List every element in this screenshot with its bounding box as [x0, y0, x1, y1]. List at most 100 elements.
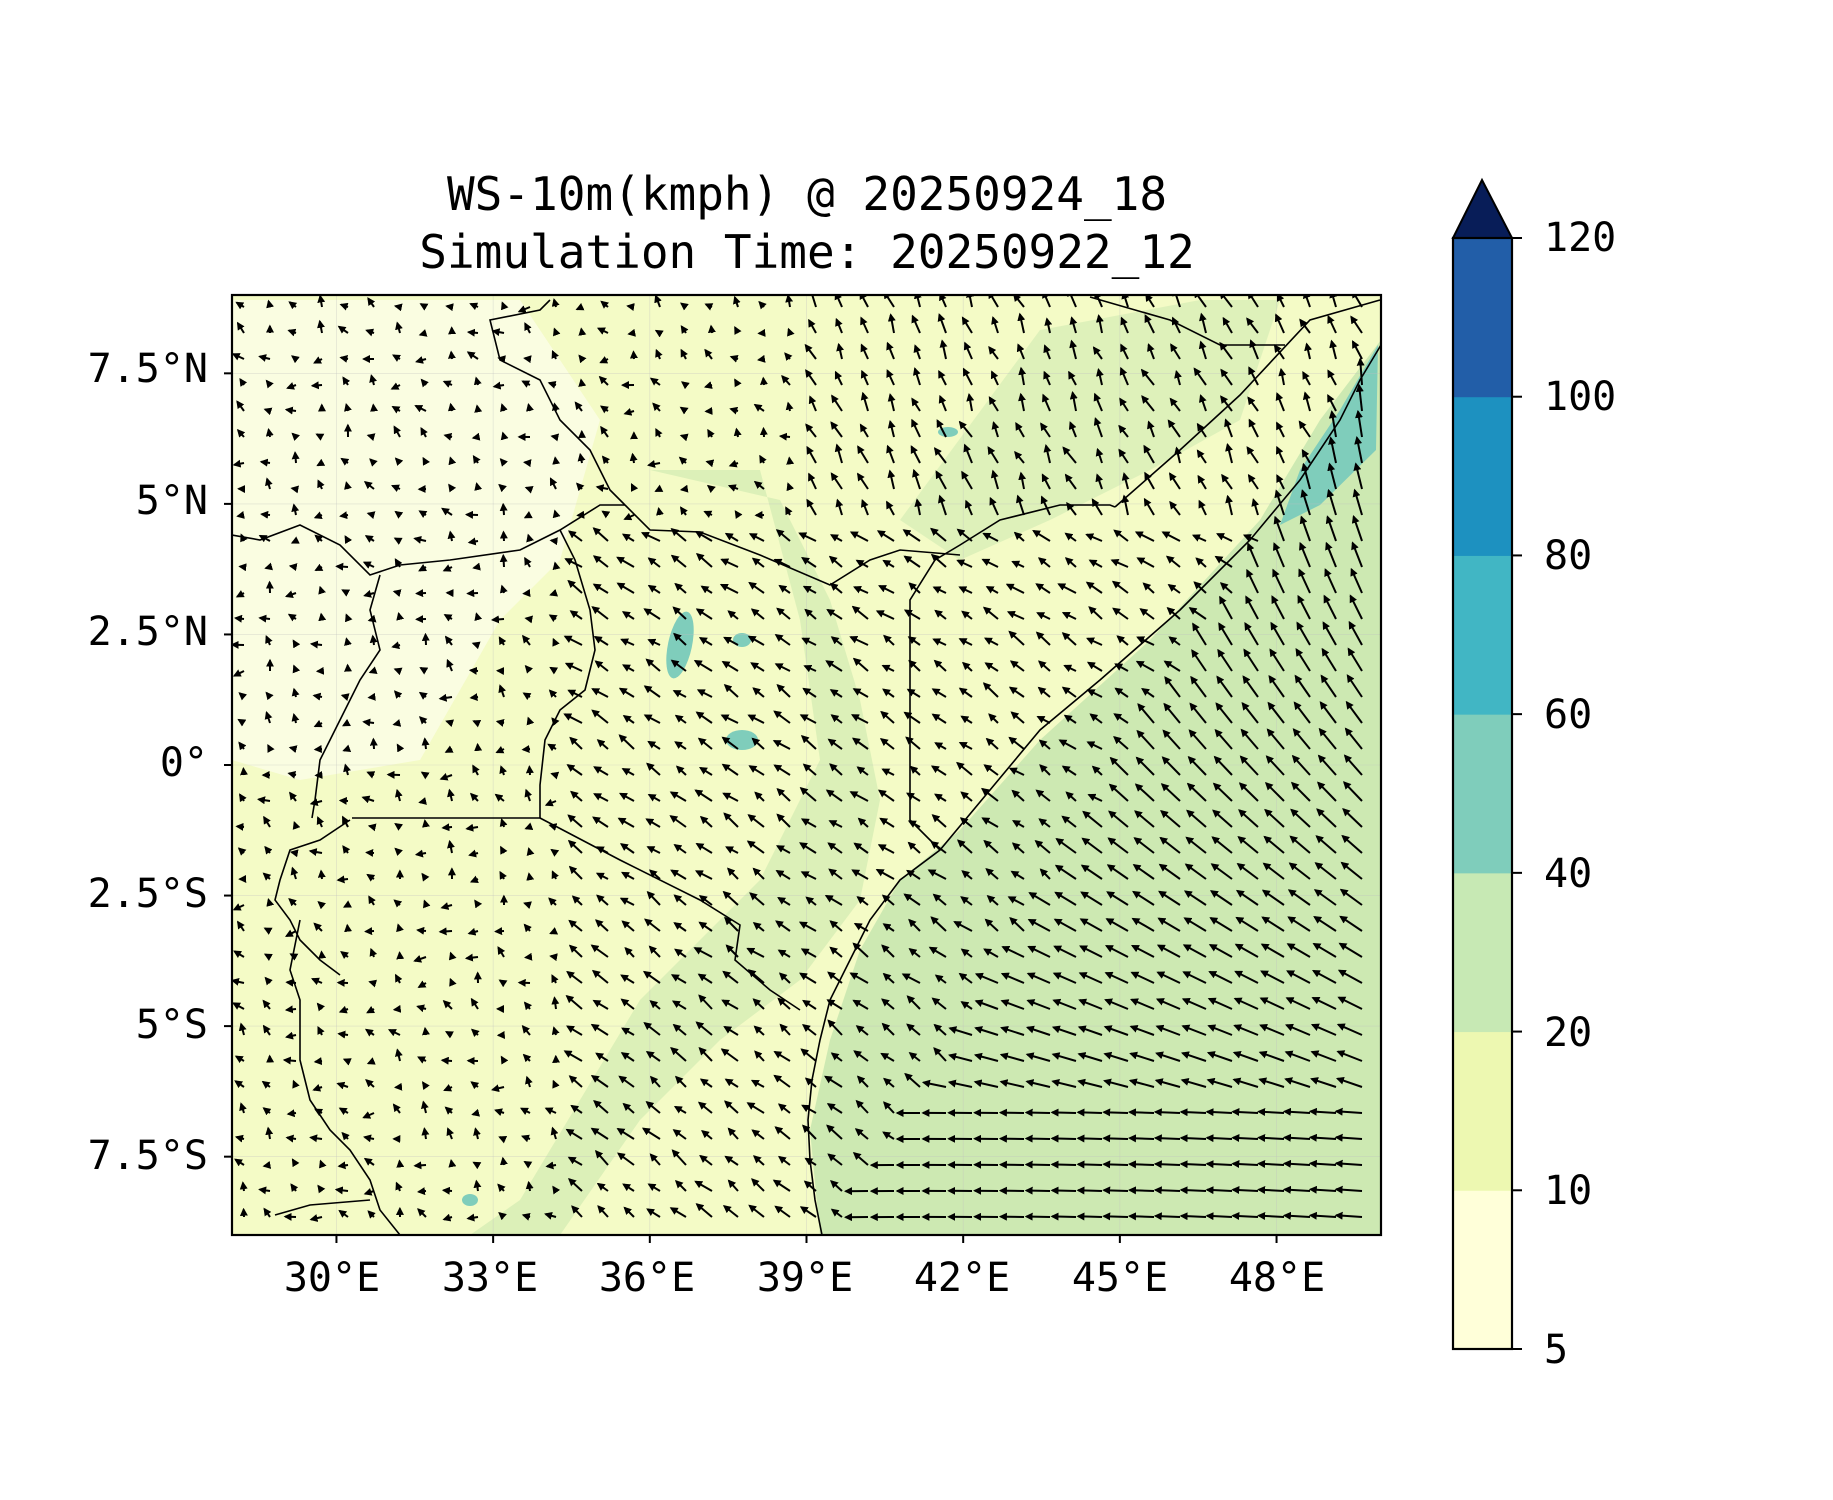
wind-arrow	[773, 558, 791, 568]
colorbar-label: 60	[1544, 692, 1593, 738]
wind-arrow	[776, 813, 791, 828]
wind-arrow	[985, 586, 999, 594]
wind-arrow	[567, 814, 583, 828]
wind-arrow	[1257, 1159, 1285, 1168]
wind-arrow	[1061, 686, 1077, 698]
wind-arrow	[776, 845, 791, 854]
wind-arrow	[678, 456, 688, 465]
wind-arrow	[1351, 514, 1363, 542]
wind-arrow	[1162, 729, 1181, 750]
wind-arrow	[1076, 1186, 1103, 1195]
wind-arrow	[751, 557, 765, 568]
wind-arrow	[1251, 498, 1260, 516]
wind-arrow	[1040, 495, 1051, 516]
wind-arrow	[1120, 343, 1129, 360]
wind-arrow	[472, 764, 480, 776]
wind-arrow	[1095, 473, 1104, 490]
wind-arrow	[599, 356, 609, 364]
wind-arrow	[1325, 515, 1337, 542]
wind-arrow	[1257, 1211, 1285, 1220]
wind-arrow	[886, 341, 895, 360]
wind-arrow	[591, 606, 609, 620]
wind-arrow	[1093, 392, 1103, 412]
wind-arrow	[1076, 1160, 1103, 1169]
wind-arrow	[785, 401, 794, 412]
wind-arrow	[1316, 808, 1337, 828]
wind-arrow	[553, 327, 561, 337]
wind-arrow	[447, 402, 456, 412]
wind-arrow	[239, 377, 248, 387]
wind-arrow	[646, 762, 661, 776]
wind-arrow	[232, 459, 245, 468]
wind-arrow	[364, 927, 375, 936]
wind-arrow	[913, 344, 922, 360]
wind-arrow	[395, 321, 403, 334]
wind-arrow	[875, 610, 895, 620]
wind-arrow	[337, 1030, 349, 1039]
wind-arrow	[366, 433, 376, 441]
wind-arrow	[646, 846, 661, 854]
wind-arrow	[394, 788, 403, 802]
wind-arrow	[499, 458, 509, 467]
wind-arrow	[778, 584, 791, 594]
wind-arrow	[903, 609, 921, 620]
wind-arrow	[991, 316, 999, 334]
wind-arrow	[1219, 582, 1233, 594]
wind-arrow	[1291, 754, 1311, 776]
wind-arrow	[958, 420, 973, 438]
wind-arrow	[547, 380, 557, 389]
wind-arrow	[1018, 392, 1026, 412]
wind-arrow	[288, 563, 298, 572]
wind-arrow	[647, 638, 661, 647]
strong-wind-streak	[1280, 345, 1378, 525]
wind-arrow	[601, 455, 611, 465]
colorbar	[1451, 177, 1522, 1351]
wind-arrow	[236, 511, 245, 519]
wind-arrow	[911, 418, 921, 438]
wind-arrow	[734, 510, 743, 519]
wind-arrow	[801, 637, 817, 646]
wind-arrow	[595, 484, 609, 493]
wind-arrow	[830, 636, 843, 646]
wind-arrow	[775, 529, 791, 542]
wind-arrow	[733, 295, 741, 308]
wind-arrow	[1241, 701, 1259, 724]
wind-arrow	[236, 429, 246, 438]
wind-arrow	[394, 457, 404, 467]
wind-arrow	[391, 484, 401, 492]
wind-arrow	[1140, 368, 1155, 386]
wind-arrow	[473, 376, 482, 386]
wind-arrow	[1222, 316, 1233, 334]
wind-arrow	[849, 791, 869, 802]
wind-arrow	[960, 715, 973, 724]
wind-arrow	[393, 425, 401, 438]
wind-arrow	[1217, 648, 1233, 672]
wind-arrow	[960, 791, 973, 802]
wind-arrow	[670, 554, 687, 568]
wind-arrow	[500, 845, 508, 855]
wind-arrow	[1141, 687, 1155, 698]
wind-arrow	[578, 354, 587, 364]
wind-arrow	[1174, 446, 1182, 464]
wind-arrow	[757, 354, 766, 363]
wind-arrow	[886, 500, 895, 516]
wind-arrow	[524, 952, 533, 961]
wind-arrow	[907, 636, 921, 646]
wind-arrow	[464, 953, 479, 962]
wind-arrow	[669, 815, 687, 828]
wind-arrow	[1050, 1108, 1077, 1117]
wind-arrow	[1327, 393, 1337, 412]
wind-arrow	[703, 381, 713, 389]
wind-arrow	[420, 771, 430, 780]
wind-arrow	[341, 815, 350, 828]
wind-arrow	[391, 405, 401, 414]
wind-arrow	[568, 530, 583, 542]
wind-arrow	[963, 341, 973, 360]
wind-arrow	[886, 444, 895, 464]
wind-arrow	[442, 564, 453, 572]
wind-arrow	[344, 637, 352, 646]
wind-arrow	[643, 685, 661, 698]
wind-arrow	[966, 393, 975, 412]
wind-arrow	[786, 482, 795, 492]
wind-arrow	[415, 356, 427, 364]
